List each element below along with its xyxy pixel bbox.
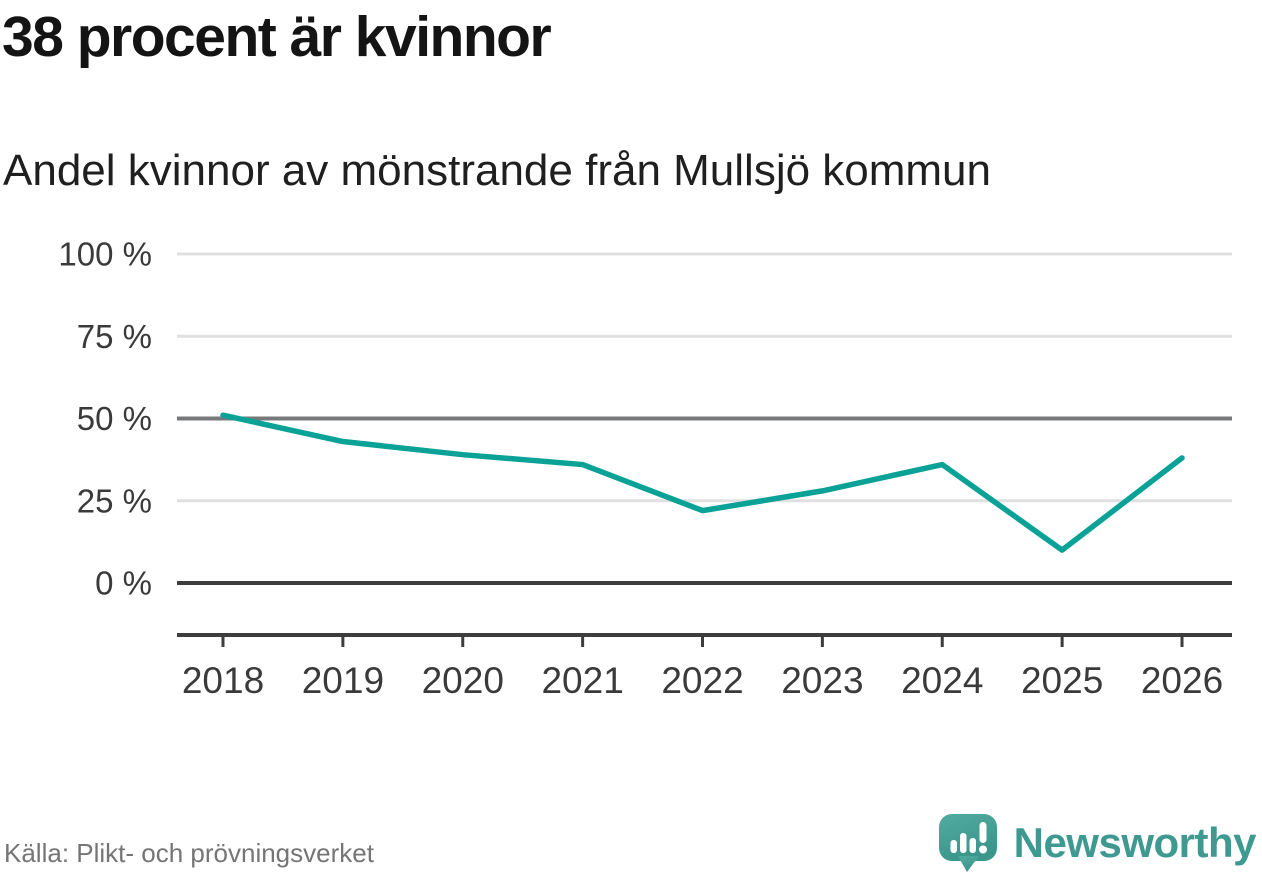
- newsworthy-logo: Newsworthy: [938, 814, 1257, 872]
- chart-title: 38 procent är kvinnor: [2, 5, 552, 69]
- bar-chart-glyph: [950, 833, 976, 853]
- y-axis-label-25: 25 %: [77, 482, 152, 519]
- data-line-andel-kvinnor: [220, 412, 1185, 553]
- y-axis-label-75: 75 %: [77, 318, 152, 355]
- line-chart: 100 % 75 % 50 % 25 % 0 % 2018 2019 2020 2021 2022…: [58, 236, 1232, 701]
- newsworthy-wordmark: Newsworthy: [1013, 819, 1257, 866]
- x-axis-label-2025: 2025: [1021, 660, 1103, 701]
- x-axis-label-2022: 2022: [661, 660, 743, 701]
- x-axis-label-2026: 2026: [1141, 660, 1223, 701]
- exclamation-glyph: [978, 822, 987, 854]
- y-axis-label-50: 50 %: [77, 400, 152, 437]
- x-axis-label-2023: 2023: [781, 660, 863, 701]
- source-attribution: Källa: Plikt- och prövningsverket: [4, 838, 374, 868]
- y-axis-label-100: 100 %: [58, 236, 152, 273]
- x-axis-label-2018: 2018: [182, 660, 264, 701]
- x-axis-label-2021: 2021: [541, 660, 623, 701]
- x-axis-label-2019: 2019: [302, 660, 384, 701]
- x-axis-label-2024: 2024: [901, 660, 983, 701]
- x-axis-label-2020: 2020: [422, 660, 504, 701]
- newsworthy-logo-icon: [938, 814, 997, 872]
- speech-bubble-shape: [938, 814, 997, 872]
- chart-subtitle: Andel kvinnor av mönstrande från Mullsjö…: [3, 146, 992, 195]
- y-axis-label-0: 0 %: [95, 565, 152, 602]
